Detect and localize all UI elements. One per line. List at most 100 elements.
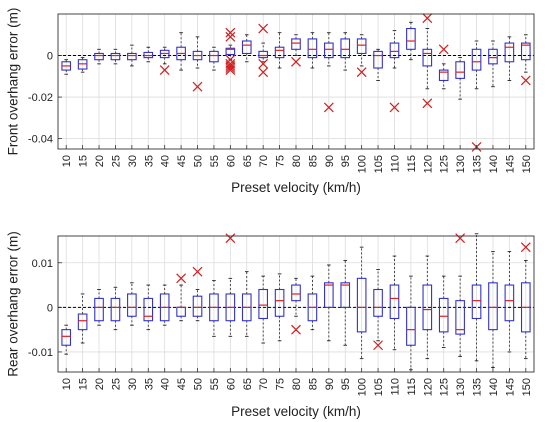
iqr-box [373,50,383,69]
front-x-tick-label: 130 [455,155,467,173]
rear-box-20 [94,289,104,326]
outlier-marker [192,81,203,92]
front-x-tick-label: 150 [521,155,533,173]
rear-x-tick-label: 75 [275,378,287,390]
iqr-box [471,48,482,71]
front-x-tick-label: 50 [193,155,205,167]
rear-y-tick-label: -0.01 [28,347,53,359]
iqr-box [340,38,351,59]
rear-box-150 [520,242,531,360]
outlier-marker [225,65,236,76]
rear-box-15 [77,293,88,344]
front-box-90 [323,32,334,113]
rear-x-tick-label: 135 [472,378,484,396]
iqr-box [307,38,318,59]
outlier-marker [520,242,531,253]
rear-x-tick-label: 120 [422,378,434,396]
front-x-tick-label: 10 [61,155,73,167]
front-x-tick-label: 95 [340,155,352,167]
rear-x-tick-label: 10 [61,378,73,390]
front-x-tick-label: 65 [242,155,254,167]
iqr-box [340,282,351,308]
front-box-45 [176,32,186,71]
rear-box-135 [471,233,482,362]
rear-x-tick-label: 110 [389,378,401,396]
front-x-tick-label: 135 [472,155,484,173]
front-y-axis-label: Front overhang error (m) [6,8,21,156]
rear-x-tick-label: 40 [160,378,172,390]
outlier-marker [356,67,367,78]
iqr-box [225,47,236,56]
rear-y-tick-label: 0 [47,302,53,314]
rear-box-50 [192,266,203,322]
outlier-marker [291,324,301,335]
front-x-tick-label: 75 [275,155,287,167]
iqr-box [422,48,433,67]
rear-y-axis-label: Rear overhang error (m) [6,231,21,377]
iqr-box [356,38,367,55]
rear-box-125 [438,275,449,348]
rear-x-tick-label: 45 [176,378,188,390]
front-x-ticks: 10 15 20 25 30 35 40 45 50 55 60 65 70 75 80 85 90 95 100 1… [61,145,533,173]
front-box-110 [389,30,400,113]
iqr-box [127,52,137,61]
iqr-box [241,40,252,55]
iqr-box [504,42,515,63]
outlier-marker [258,67,269,78]
rear-x-tick-label: 65 [242,378,254,390]
rear-x-tick-label: 125 [439,378,451,396]
front-y-tick-label: 0 [47,51,53,63]
rear-x-tick-label: 105 [373,378,385,396]
front-x-tick-label: 145 [504,155,516,173]
front-x-tick-label: 45 [176,155,188,167]
rear-box-140 [488,251,498,368]
front-x-tick-label: 60 [225,155,237,167]
rear-x-tick-label: 60 [225,378,237,390]
front-x-tick-label: 80 [291,155,303,167]
front-box-115 [406,21,416,61]
front-x-tick-label: 85 [307,155,319,167]
rear-x-tick-label: 15 [78,378,90,390]
front-y-tick-label: -0.02 [28,92,53,104]
front-box-50 [192,36,203,92]
rear-box-130 [455,233,466,357]
rear-box-55 [209,280,219,337]
front-x-tick-label: 105 [373,155,385,173]
front-x-tick-label: 125 [439,155,451,173]
front-x-tick-label: 115 [406,155,418,173]
front-box-80 [291,34,301,67]
rear-box-100 [356,246,367,360]
rear-box-145 [504,251,515,353]
front-box-40 [159,46,170,76]
front-x-tick-label: 110 [389,155,401,173]
iqr-box [389,284,400,320]
rear-y-tick-label: 0.01 [32,258,53,270]
outlier-marker [159,65,170,76]
rear-box-105 [373,268,383,351]
rear-grid [58,236,534,372]
rear-box-65 [241,271,252,337]
iqr-box [488,282,498,331]
outlier-marker [258,58,269,69]
rear-x-tick-label: 115 [406,378,418,396]
outlier-marker [455,233,466,244]
front-box-25 [110,48,121,65]
outlier-marker [438,44,449,55]
rear-x-tick-label: 30 [127,378,139,390]
front-x-tick-label: 70 [258,155,270,167]
rear-x-tick-label: 20 [94,378,106,390]
front-box-75 [274,32,285,69]
rear-box-115 [406,275,416,371]
rear-box-95 [340,260,351,346]
front-x-tick-label: 100 [357,155,369,173]
iqr-box [406,27,416,50]
rear-box-80 [291,277,301,335]
front-x-tick-label: 30 [127,155,139,167]
iqr-box [94,297,104,322]
iqr-box [455,300,465,335]
rear-box-110 [389,255,400,351]
rear-x-tick-label: 85 [307,378,319,390]
iqr-box [258,50,268,59]
rear-x-tick-label: 95 [340,378,352,390]
